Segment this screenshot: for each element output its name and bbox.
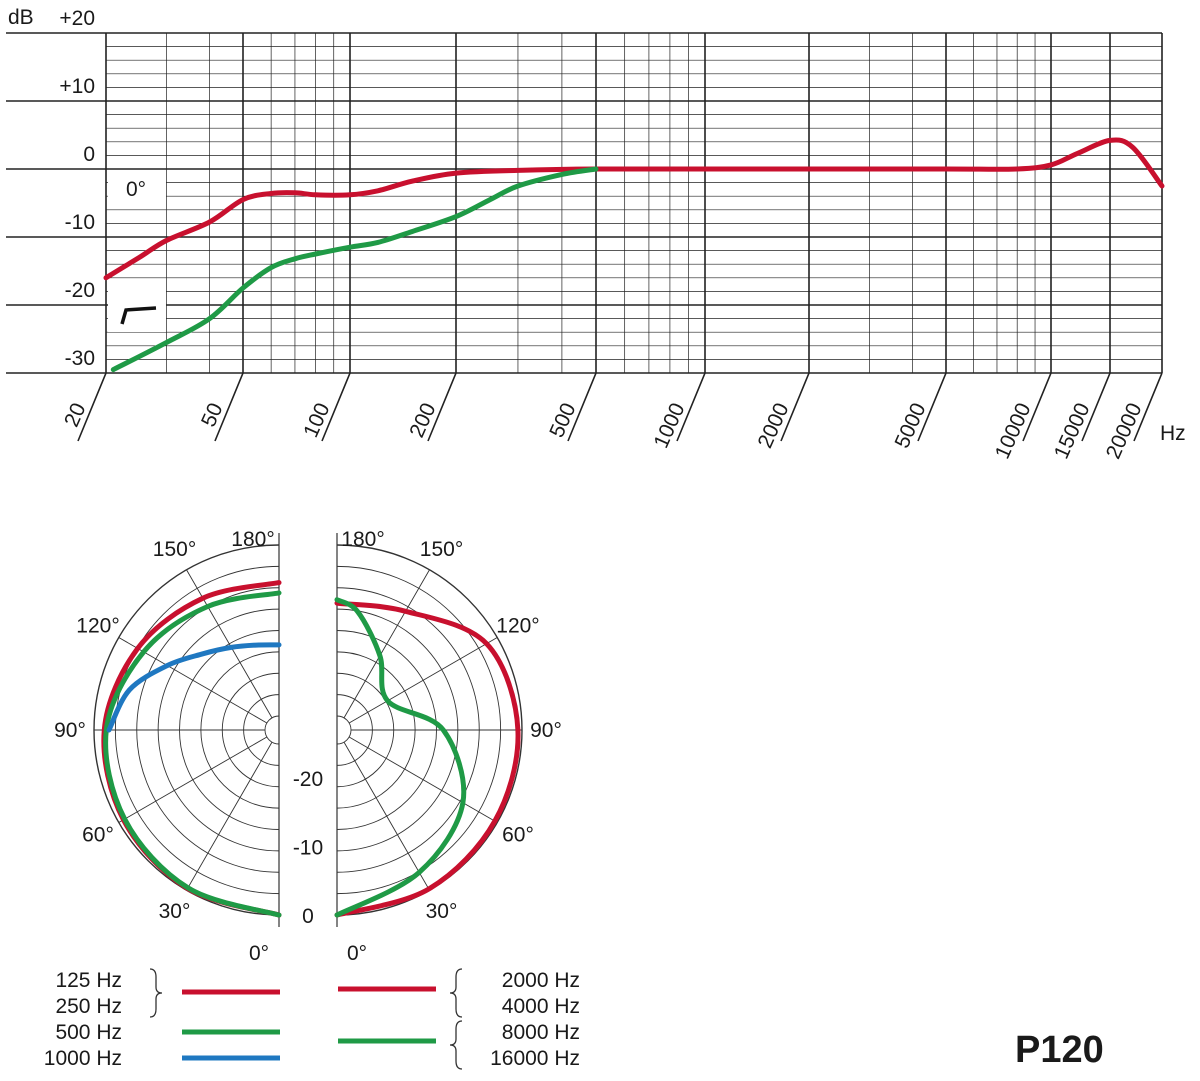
legend-label: 250 Hz [55, 995, 122, 1018]
polar-angle-label: 30° [426, 900, 458, 923]
polar-spoke [186, 569, 273, 719]
x-tick-label: 20000 [1102, 400, 1147, 463]
frequency-response-grid [6, 32, 1163, 442]
polar-angle-label: 120° [76, 615, 119, 638]
x-tick-label: 200 [405, 400, 440, 441]
polar-spoke [186, 741, 273, 891]
polar-angle-label: 180° [231, 528, 274, 551]
polar-angle-label: 180° [341, 528, 384, 551]
polar-spoke [348, 736, 498, 823]
x-axis-label: Hz [1160, 422, 1186, 445]
legend-label: 2000 Hz [502, 969, 580, 992]
x-tick-slant [567, 372, 597, 442]
y-tick-label: 0 [83, 143, 95, 166]
legend-brace [449, 1020, 463, 1070]
response-curve-red [103, 137, 1165, 281]
polar-curve-left-blue [106, 642, 282, 733]
y-tick-label: -10 [65, 211, 95, 234]
angle-annotation: 0° [126, 178, 146, 201]
x-tick-slant [214, 372, 244, 442]
legend-brace [149, 968, 163, 1018]
polar-radial-label: -10 [293, 837, 323, 860]
x-tick-label: 100 [299, 400, 334, 441]
polar-radial-label: -20 [293, 768, 323, 791]
x-tick-label: 500 [545, 400, 580, 441]
polar-spoke [348, 637, 498, 724]
x-tick-slant [321, 372, 351, 442]
y-tick-label: -30 [65, 347, 95, 370]
polar-angle-label: 60° [82, 824, 114, 847]
polar-ring [336, 715, 352, 745]
x-tick-label: 10000 [991, 400, 1036, 463]
model-name: P120 [1015, 1029, 1104, 1071]
response-curve-green [110, 166, 599, 373]
frequency-response-curves [103, 137, 1165, 373]
polar-spoke [343, 569, 430, 719]
high-pass-filter-icon [120, 306, 157, 325]
x-tick-slant [1022, 372, 1052, 442]
legend-label: 16000 Hz [490, 1047, 580, 1070]
polar-radial-label: 0 [302, 905, 314, 928]
polar-angle-label: 90° [54, 719, 86, 742]
legend-label: 8000 Hz [502, 1021, 580, 1044]
legend-label: 500 Hz [55, 1021, 122, 1044]
legend: 125 Hz 250 Hz 500 Hz 1000 Hz 2000 Hz 4000 Hz 8… [44, 968, 580, 1070]
polar-labels: 180° 150° 120° 90° 60° 30° 0° 180° 150° 120° 90° 60… [54, 528, 562, 965]
polar-angle-label: 150° [153, 538, 196, 561]
x-tick-slant [1133, 372, 1163, 442]
polar-angle-label: 30° [159, 900, 191, 923]
chart-annotations: 0° [108, 171, 166, 332]
x-tick-slant [780, 372, 810, 442]
legend-brace [449, 968, 463, 1018]
y-tick-label: -20 [65, 279, 95, 302]
x-tick-label: 50 [197, 400, 228, 431]
x-tick-slant [917, 372, 947, 442]
y-axis-label: dB [8, 6, 34, 29]
y-tick-label: +10 [59, 75, 95, 98]
polar-spoke [118, 736, 268, 823]
polar-angle-label: 60° [502, 824, 534, 847]
polar-angle-label: 0° [249, 942, 269, 965]
x-tick-slant [676, 372, 706, 442]
legend-label: 1000 Hz [44, 1047, 122, 1070]
legend-label: 4000 Hz [502, 995, 580, 1018]
legend-label: 125 Hz [55, 969, 122, 992]
polar-curve-right-red [334, 600, 521, 918]
polar-angle-label: 150° [420, 538, 463, 561]
polar-spoke [343, 741, 430, 891]
x-tick-slant [427, 372, 457, 442]
angle-badge [108, 171, 166, 205]
polar-curves [101, 580, 521, 918]
x-tick-slant [1081, 372, 1111, 442]
x-tick-slant [77, 372, 107, 442]
y-tick-label: +20 [59, 7, 95, 30]
polar-angle-label: 120° [496, 615, 539, 638]
polar-curve-left-red [101, 580, 282, 918]
polar-angle-label: 0° [347, 942, 367, 965]
x-tick-label: 15000 [1050, 400, 1095, 463]
x-tick-label: 20 [60, 400, 91, 431]
polar-ring [264, 715, 280, 745]
polar-curve-left-green [103, 590, 282, 918]
polar-curve-right-green [334, 597, 467, 918]
polar-angle-label: 90° [530, 719, 562, 742]
